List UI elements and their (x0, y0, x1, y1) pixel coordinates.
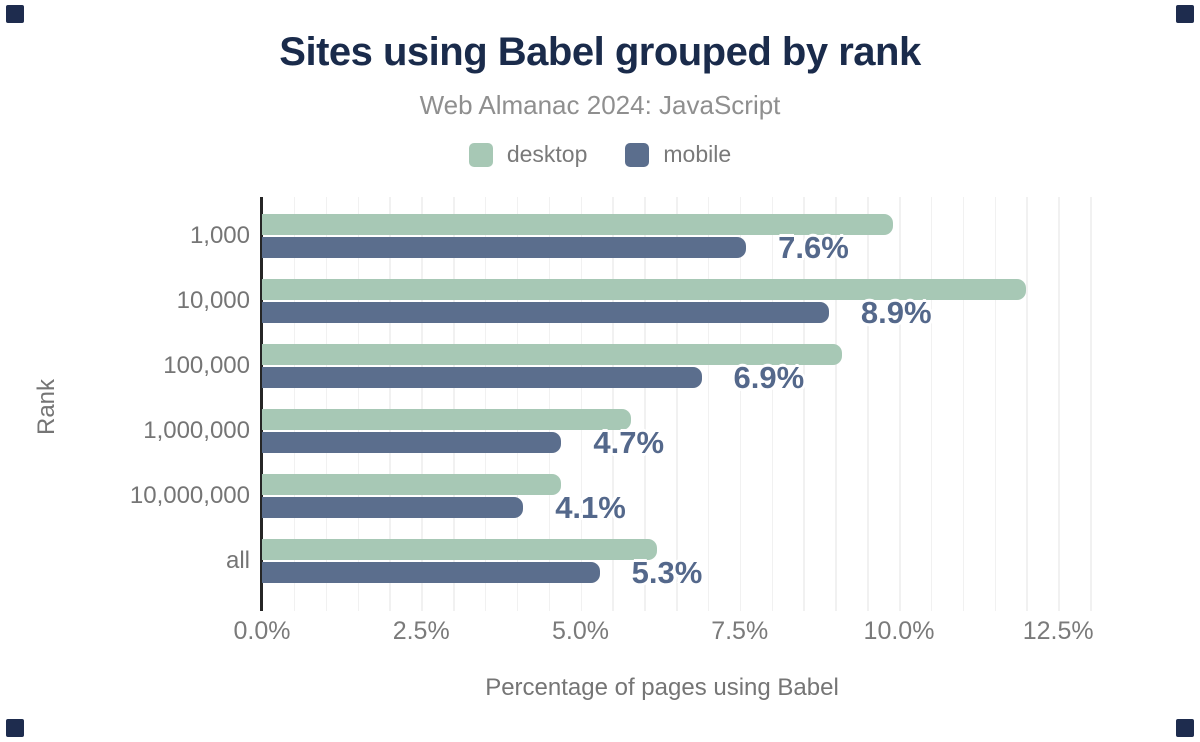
gridline (899, 197, 901, 611)
gridline (421, 197, 423, 611)
mobile-bar-1,000,000 (262, 432, 562, 453)
corner-marker-top-left (6, 5, 24, 23)
x-tick-label: 5.0% (552, 617, 609, 645)
gridline (484, 197, 487, 611)
corner-marker-bottom-right (1176, 719, 1194, 737)
mobile-swatch-icon (625, 142, 650, 167)
x-axis-title: Percentage of pages using Babel (485, 674, 839, 701)
y-axis-line (260, 197, 263, 611)
corner-marker-bottom-left (6, 719, 24, 737)
desktop-bar-1,000 (262, 214, 893, 235)
bar-value-label: 6.9% (733, 359, 805, 395)
x-tick-label: 2.5% (392, 617, 450, 645)
gridline (1026, 197, 1028, 611)
plot-area: 7.6% 8.9% 6.9% 4.7% 4.1% 5.3% (260, 197, 1098, 611)
gridline (548, 197, 551, 611)
legend-label: desktop (506, 141, 588, 167)
desktop-bar-10,000,000 (262, 474, 562, 495)
bar-value-label: 8.9% (860, 294, 932, 330)
desktop-bar-1,000,000 (262, 409, 632, 430)
gridline (835, 197, 837, 611)
mobile-bar-10,000,000 (262, 497, 524, 518)
y-category-label: 100,000 (163, 352, 250, 379)
gridline (516, 197, 519, 611)
x-tick-label: 7.5% (711, 617, 769, 645)
gridline (739, 197, 742, 611)
legend-item-desktop: desktop (468, 141, 588, 168)
chart-subtitle: Web Almanac 2024: JavaScript (419, 90, 781, 120)
y-category-label: 1,000 (189, 222, 250, 249)
gridline (293, 197, 296, 611)
legend: desktop mobile (0, 141, 1200, 168)
gridline (1058, 197, 1060, 611)
y-category-label: 10,000 (176, 287, 250, 314)
mobile-bar-10,000 (262, 302, 829, 323)
y-category-label: 10,000,000 (129, 482, 250, 509)
bar-value-label: 5.3% (631, 554, 703, 590)
gridline (612, 197, 614, 611)
x-tick-label: 12.5% (1022, 617, 1094, 645)
mobile-bar-100,000 (262, 367, 702, 388)
legend-item-mobile: mobile (625, 141, 731, 168)
legend-label: mobile (663, 141, 732, 167)
gridline (580, 197, 582, 611)
desktop-bar-100,000 (262, 344, 842, 365)
desktop-bar-all (262, 539, 657, 560)
y-category-label: all (225, 547, 250, 574)
x-tick-label: 10.0% (863, 617, 935, 645)
gridline (325, 197, 328, 611)
mobile-bar-all (262, 562, 600, 583)
gridline (962, 197, 965, 611)
chart-title: Sites using Babel grouped by rank (279, 30, 921, 74)
desktop-bar-10,000 (262, 279, 1027, 300)
y-category-label: 1,000,000 (143, 417, 250, 444)
gridline (453, 197, 455, 611)
gridline (676, 197, 678, 611)
gridline (867, 197, 869, 611)
desktop-swatch-icon (468, 142, 493, 167)
bar-value-label: 7.6% (778, 229, 849, 265)
mobile-bar-1,000 (262, 237, 747, 258)
gridline (357, 197, 359, 611)
x-tick-label: 0.0% (233, 617, 291, 645)
gridline (707, 197, 710, 611)
bar-value-label: 4.1% (555, 489, 626, 525)
gridline (771, 197, 774, 611)
gridline (803, 197, 805, 611)
bar-value-label: 4.7% (593, 424, 665, 460)
gridline (644, 197, 646, 611)
gridline (389, 197, 391, 611)
corner-marker-top-right (1176, 5, 1194, 23)
gridline (1090, 197, 1092, 611)
gridline (994, 197, 996, 611)
gridline (930, 197, 933, 611)
y-axis-title: Rank (33, 378, 60, 436)
